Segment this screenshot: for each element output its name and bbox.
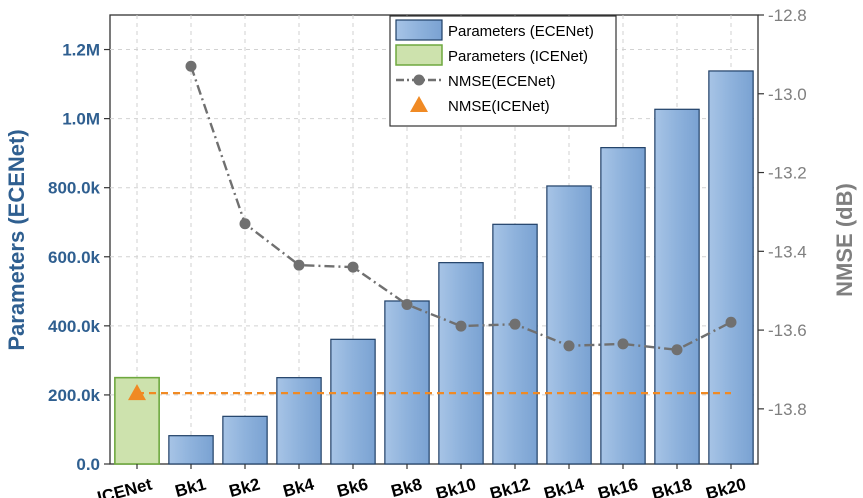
bar-ecenet-bk1 (168, 435, 214, 465)
x-tick-label-bk1: Bk1 (173, 475, 208, 498)
legend-label: Parameters (ECENet) (448, 23, 594, 40)
bar-layer (114, 70, 754, 465)
x-tick-label-bk4: Bk4 (281, 474, 317, 498)
nmse-ecenet-point-bk16 (617, 338, 629, 350)
bar-ecenet-bk14 (546, 185, 592, 465)
x-tick-label-bk6: Bk6 (335, 475, 370, 498)
x-tick-label-bk20: Bk20 (704, 475, 748, 498)
y2-tick-label: -13.0 (768, 85, 807, 104)
y-tick-label: 0.0 (76, 455, 100, 474)
nmse-ecenet-point-bk8 (401, 298, 413, 310)
y-axis-title: Parameters (ECENet) (4, 129, 29, 350)
axis-layer: 0.0 200.0k 400.0k 600.0k 800.0k 1.0M 1.2M -12.8… (48, 6, 807, 498)
bar-ecenet-bk8 (384, 300, 430, 465)
x-tick-label-bk12: Bk12 (488, 475, 532, 498)
bar-ecenet-bk4 (276, 377, 322, 465)
legend-label: NMSE(ICENet) (448, 98, 550, 115)
y-tick-label: 200.0k (48, 386, 101, 405)
nmse-ecenet-point-bk4 (293, 259, 305, 271)
legend-swatch-nmse-ecenet-marker (413, 74, 425, 86)
y2-axis-title: NMSE (dB) (832, 183, 857, 297)
x-tick-label-icenet: ICENet (95, 474, 154, 498)
nmse-ecenet-point-bk1 (185, 60, 197, 72)
bar-ecenet-bk12 (492, 223, 538, 465)
x-tick-label-bk8: Bk8 (389, 475, 424, 498)
nmse-ecenet-point-bk14 (563, 340, 575, 352)
legend-label: NMSE(ECENet) (448, 73, 556, 90)
nmse-ecenet-point-bk10 (455, 320, 467, 332)
nmse-ecenet-point-bk6 (347, 261, 359, 273)
nmse-icenet-marker (128, 384, 146, 401)
bar-ecenet-bk10 (438, 262, 484, 465)
y2-tick-label: -13.2 (768, 164, 807, 183)
x-tick-label-bk18: Bk18 (650, 475, 694, 498)
y-tick-label: 1.2M (62, 41, 100, 60)
nmse-ecenet-point-bk12 (509, 318, 521, 330)
nmse-ecenet-point-bk2 (239, 218, 251, 230)
legend-swatch-nmse-icenet (410, 96, 428, 112)
y2-tick-label: -13.6 (768, 321, 807, 340)
y2-tick-label: -13.8 (768, 400, 807, 419)
legend: Parameters (ECENet) Parameters (ICENet) NM… (389, 15, 617, 127)
x-tick-label-bk2: Bk2 (227, 475, 262, 498)
bar-ecenet-bk18 (654, 108, 700, 465)
y-tick-label: 1.0M (62, 110, 100, 129)
x-tick-label-bk10: Bk10 (434, 475, 478, 498)
y2-tick-label: -12.8 (768, 6, 807, 25)
nmse-ecenet-point-bk18 (671, 344, 683, 356)
x-tick-label-bk16: Bk16 (596, 475, 640, 498)
bar-ecenet-bk16 (600, 147, 646, 465)
bar-ecenet-bk2 (222, 415, 268, 465)
y-tick-label: 400.0k (48, 317, 101, 336)
legend-swatch-parameters-icenet (395, 44, 443, 66)
legend-label: Parameters (ICENet) (448, 48, 588, 65)
y-tick-label: 600.0k (48, 248, 101, 267)
reference-line-layer (128, 384, 731, 401)
y2-tick-label: -13.4 (768, 242, 807, 261)
x-tick-label-bk14: Bk14 (542, 474, 587, 498)
nmse-ecenet-point-bk20 (725, 316, 737, 328)
y-tick-label: 800.0k (48, 179, 101, 198)
bar-ecenet-bk6 (330, 338, 376, 465)
bar-ecenet-bk20 (708, 70, 754, 465)
nmse-line-layer (185, 60, 737, 356)
legend-swatch-parameters-ecenet (395, 19, 443, 41)
